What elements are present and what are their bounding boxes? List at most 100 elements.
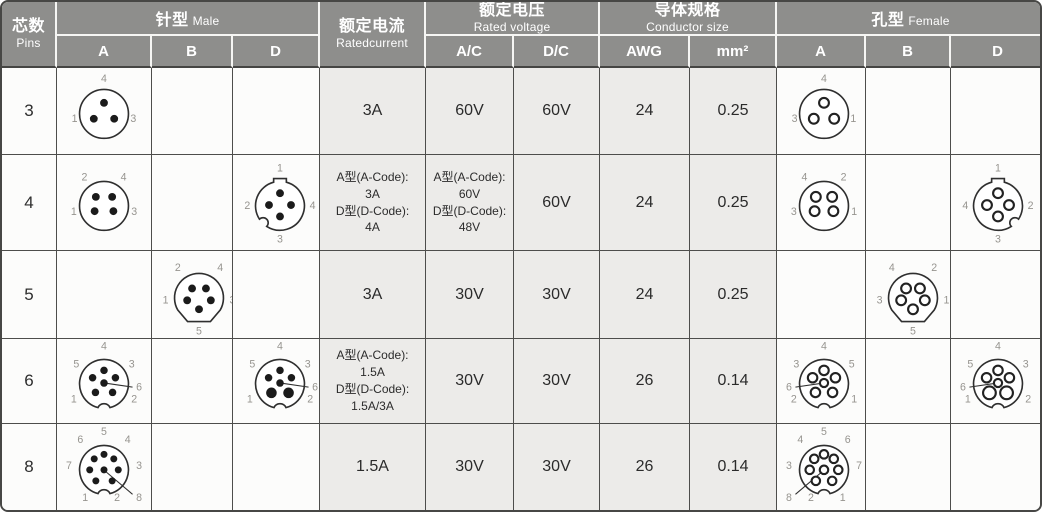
cell-male-d-5pin-empty [233,251,321,339]
header-dc: D/C [514,36,601,68]
svg-text:6: 6 [960,381,966,393]
table-row-8pin: 8 5 6 4 7 3 1 2 8 1.5A 30V 30V 26 0.14 5 4 6 3 7 2 1 8 [2,424,1040,510]
cell-female-a-8pin: 5 4 6 3 7 2 1 8 [777,424,867,510]
cell-female-b-3pin-empty [866,68,952,155]
svg-text:4: 4 [889,261,895,273]
cell-dc-6pin: 30V [514,339,601,424]
cell-female-d-8pin-empty [951,424,1040,510]
cell-male-a-3pin: 4 1 3 [57,68,152,155]
cell-mm2-6pin: 0.14 [690,339,778,424]
header-male-d: D [233,36,321,68]
header-pins-en: Pins [16,35,41,50]
svg-text:4: 4 [310,200,316,212]
connector-diagram-male-3pin-a: 4 1 3 [57,69,151,153]
svg-text:6: 6 [136,381,142,393]
cell-female-b-4pin-empty [866,155,952,251]
svg-text:3: 3 [130,113,136,125]
cell-pins-4: 4 [2,155,57,251]
cell-dc-4pin: 60V [514,155,601,251]
svg-text:4: 4 [797,434,803,446]
header-female-d: D [951,36,1040,68]
header-female-a: A [777,36,867,68]
svg-text:8: 8 [136,492,142,504]
cell-current-4pin: A型(A-Code): 3A D型(D-Code): 4A [320,155,427,251]
cell-pins-6: 6 [2,339,57,424]
header-male-en: Male [192,14,220,28]
header-ac: A/C [426,36,515,68]
cell-female-b-6pin-empty [866,339,952,424]
svg-text:4: 4 [125,434,131,446]
header-voltage-en: Rated voltage [473,19,551,34]
cell-male-d-4pin: 1 2 4 3 [233,155,321,251]
svg-text:1: 1 [247,394,253,406]
cell-male-a-4pin: 2 4 1 3 [57,155,152,251]
svg-text:1: 1 [995,162,1001,174]
header-mm2: mm² [690,36,778,68]
cell-dc-8pin: 30V [514,424,601,510]
svg-text:2: 2 [131,394,137,406]
header-rated-voltage-group: 额定电压 Rated voltage [426,2,601,36]
svg-text:5: 5 [967,359,973,371]
svg-text:2: 2 [808,492,814,504]
cell-pins-8: 8 [2,424,57,510]
header-conductor-en: Conductor size [646,19,729,34]
cell-current-8pin: 1.5A [320,424,427,510]
cell-female-d-5pin-empty [951,251,1040,339]
svg-text:4: 4 [962,200,968,212]
cell-female-d-4pin: 1 4 2 3 [951,155,1040,251]
cell-awg-8pin: 26 [600,424,691,510]
connector-diagram-male-5pin-b: 2 4 1 3 5 [152,253,233,336]
header-female-group: 孔型 Female [777,2,1040,36]
cell-dc-3pin: 60V [514,68,601,155]
svg-text:2: 2 [1028,200,1034,212]
cell-female-b-8pin-empty [866,424,952,510]
svg-text:4: 4 [995,341,1001,353]
cell-ac-3pin: 60V [426,68,515,155]
svg-text:3: 3 [995,233,1001,244]
cell-male-a-8pin: 5 6 4 7 3 1 2 8 [57,424,152,510]
cell-female-a-6pin: 4 3 5 2 1 6 [777,339,867,424]
cell-awg-6pin: 26 [600,339,691,424]
svg-text:4: 4 [101,341,107,353]
header-female-en: Female [908,14,950,28]
svg-text:2: 2 [307,394,313,406]
svg-text:8: 8 [786,492,792,504]
cell-female-d-3pin-empty [951,68,1040,155]
svg-text:5: 5 [196,325,202,336]
header-awg: AWG [600,36,691,68]
svg-text:3: 3 [131,205,137,217]
svg-text:6: 6 [786,381,792,393]
connector-diagram-male-8pin-a: 5 6 4 7 3 1 2 8 [57,425,151,509]
svg-text:4: 4 [101,73,107,85]
svg-text:3: 3 [791,205,797,217]
connector-diagram-male-4pin-d: 1 2 4 3 [233,161,319,244]
svg-text:7: 7 [856,460,862,472]
svg-text:1: 1 [965,394,971,406]
header-row-sub: A B D A/C D/C AWG mm² A B D [2,36,1040,68]
header-row-groups: 芯数 Pins 针型 Male 额定电流 Ratedcurrent 额定电压 Ra… [2,2,1040,68]
svg-text:3: 3 [229,294,233,306]
cell-awg-3pin: 24 [600,68,691,155]
header-pins-zh: 芯数 [11,18,45,36]
table-row-3pin: 3 4 1 3 3A 60V 60V 24 0.25 4 3 1 [2,68,1040,155]
svg-text:1: 1 [851,394,857,406]
cell-awg-4pin: 24 [600,155,691,251]
svg-text:5: 5 [849,359,855,371]
cell-female-a-3pin: 4 3 1 [777,68,867,155]
table-header: 芯数 Pins 针型 Male 额定电流 Ratedcurrent 额定电压 Ra… [2,2,1040,68]
svg-text:3: 3 [877,294,883,306]
connector-diagram-female-8pin-a: 5 4 6 3 7 2 1 8 [777,425,865,509]
connector-diagram-female-6pin-d: 4 5 3 1 2 6 [951,339,1040,423]
cell-mm2-8pin: 0.14 [690,424,778,510]
header-rated-current: 额定电流 Ratedcurrent [320,2,427,68]
cell-pins-3: 3 [2,68,57,155]
header-conductor-group: 导体规格 Conductor size [600,2,778,36]
connector-diagram-male-4pin-a: 2 4 1 3 [57,161,151,245]
svg-text:5: 5 [101,426,107,438]
connector-diagram-female-3pin-a: 4 3 1 [777,69,865,153]
svg-text:7: 7 [66,460,72,472]
header-current-en: Ratedcurrent [336,35,408,50]
svg-text:3: 3 [305,359,311,371]
svg-text:4: 4 [277,341,283,353]
